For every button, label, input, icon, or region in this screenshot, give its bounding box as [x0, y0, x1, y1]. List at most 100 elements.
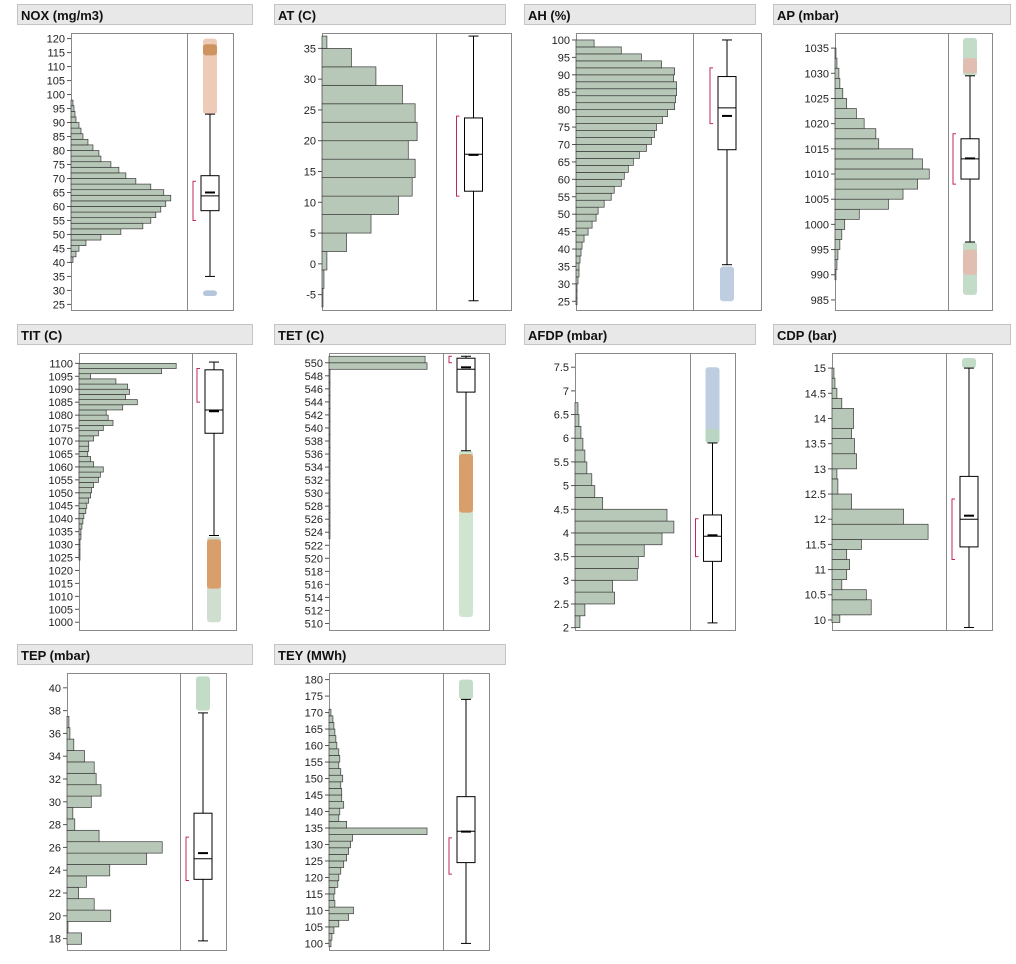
y-tick-label: 170: [305, 708, 323, 720]
histogram-bar: [328, 355, 426, 364]
histogram-bar: [328, 794, 343, 802]
histogram-bar: [834, 178, 918, 190]
histogram-bar: [321, 84, 403, 105]
histogram-bar: [70, 166, 120, 174]
y-tick-label: 30: [558, 279, 570, 291]
panel-afdp: AFDP (mbar) 2 2.5 3 3.5 4 4.5 5 5.5 6 6.5 7 7.5: [524, 324, 762, 632]
box-iqr: [703, 514, 722, 562]
y-tick-label: 1045: [49, 501, 73, 513]
histogram-bar: [831, 614, 841, 623]
histogram-bar: [831, 387, 838, 399]
histogram-bar: [575, 262, 580, 271]
histogram-bar: [328, 827, 428, 835]
histogram-bar: [70, 250, 77, 258]
shortest-half-bracket: [709, 67, 713, 125]
histogram-bar: [321, 140, 409, 160]
histogram-bar: [328, 880, 339, 888]
histogram-bar: [328, 807, 341, 816]
histogram-bar: [574, 568, 638, 581]
y-tick-label: 5: [563, 481, 569, 493]
y-tick-label: 5.5: [554, 457, 569, 469]
histogram-bar: [70, 161, 112, 168]
y-tick-label: 75: [558, 122, 570, 134]
histogram-bar: [831, 579, 843, 591]
y-tick-label: 6.5: [554, 410, 569, 422]
histogram-bar: [574, 437, 584, 451]
histogram-bar: [328, 913, 349, 921]
shortest-half-bracket: [192, 180, 196, 221]
y-tick-label: 85: [53, 132, 65, 144]
y-tick-label: 13.5: [805, 439, 826, 451]
y-tick-label: 35: [304, 43, 316, 55]
y-tick-label: 140: [305, 807, 323, 819]
histogram-bar: [328, 741, 338, 750]
y-tick-label: 25: [53, 299, 65, 311]
y-tick-label: 90: [53, 118, 65, 130]
histogram-bar: [574, 461, 588, 475]
histogram-bar: [831, 523, 929, 540]
histogram-bar: [328, 499, 331, 514]
histogram-bar: [834, 57, 838, 69]
box-iqr: [456, 357, 476, 393]
y-tick-label: 1050: [49, 488, 73, 500]
histogram-bar: [834, 259, 838, 271]
box-iqr: [193, 812, 213, 880]
y-tick-label: 45: [53, 243, 65, 255]
panel-tet: TET (C) 510 512 514 516 518 520 522 524 526 528 53…: [274, 324, 512, 632]
histogram-bar: [78, 440, 90, 447]
panel-tit: TIT (C) 1000 1005 1010 1015 1020 1025 1030 1035…: [17, 324, 255, 632]
histogram-bar: [831, 569, 848, 580]
y-tick-label: 28: [49, 820, 61, 832]
histogram-bar: [66, 727, 71, 740]
histogram-bar: [70, 138, 89, 146]
histogram-bar: [328, 906, 354, 915]
histogram-bar: [78, 466, 104, 473]
histogram-bar: [78, 461, 94, 468]
y-tick-label: 536: [305, 449, 323, 461]
histogram-bar: [834, 208, 860, 220]
histogram-bar: [328, 801, 345, 809]
y-tick-label: 1020: [49, 565, 73, 577]
y-tick-label: 120: [47, 34, 65, 46]
shortest-half-bracket: [456, 115, 460, 197]
y-tick-label: 6: [563, 433, 569, 445]
outlier-points: [962, 358, 976, 369]
histogram-bar: [831, 508, 904, 525]
y-tick-label: 1000: [805, 219, 829, 231]
histogram-bar: [78, 502, 88, 509]
histogram-bar: [831, 377, 836, 389]
y-tick-label: 40: [558, 244, 570, 256]
y-tick-label: 160: [305, 741, 323, 753]
histogram-bar: [328, 814, 340, 822]
histogram-bar: [328, 860, 345, 868]
y-tick-label: 55: [53, 215, 65, 227]
histogram-bar: [834, 77, 841, 89]
histogram-bar: [78, 554, 81, 561]
y-tick-label: 32: [49, 774, 61, 786]
y-tick-label: 2: [563, 623, 569, 632]
histogram-bar: [328, 900, 336, 908]
histogram-bar: [575, 248, 582, 257]
histogram-bar: [78, 471, 101, 478]
y-tick-label: 520: [305, 553, 323, 565]
y-tick-label: 538: [305, 436, 323, 448]
histogram-bar: [575, 137, 652, 145]
y-tick-label: 1010: [805, 169, 829, 181]
y-tick-label: 544: [305, 397, 323, 409]
y-tick-label: 510: [305, 618, 323, 630]
histogram-bar: [834, 128, 877, 140]
y-tick-label: 25: [558, 296, 570, 308]
histogram-bar: [834, 229, 843, 240]
histogram-bar: [78, 368, 162, 375]
histogram-bar: [831, 367, 835, 379]
y-tick-label: 15: [304, 167, 316, 179]
histogram-bar: [574, 414, 580, 427]
histogram-bar: [78, 425, 104, 432]
histogram-bar: [66, 886, 80, 900]
histogram-bar: [70, 150, 100, 157]
histogram-bar: [328, 421, 331, 435]
histogram-bar: [328, 854, 347, 862]
histogram-bar: [575, 95, 676, 104]
y-tick-label: 1060: [49, 462, 73, 474]
